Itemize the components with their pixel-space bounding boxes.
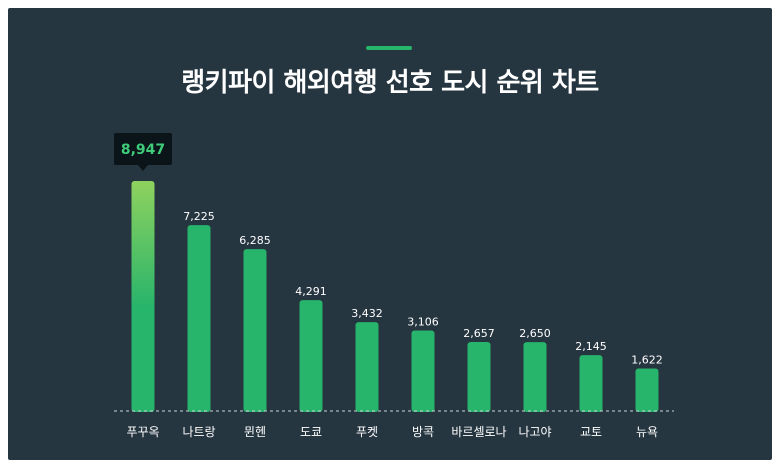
value-label-10: 1,622	[631, 353, 663, 366]
bar-chart: 푸꾸옥 7,225 나트랑 6,285 뮌헨 4,291 도쿄 3,432 푸켓 3,106 방콕 2…	[114, 133, 674, 439]
category-label-4: 도쿄	[300, 425, 322, 439]
bar-4	[299, 300, 323, 412]
bar-5	[355, 322, 379, 412]
category-label-7: 바르셀로나	[451, 425, 506, 439]
bar-6	[411, 330, 435, 412]
value-label-2: 7,225	[183, 210, 215, 223]
value-label-5: 3,432	[351, 307, 383, 320]
bar-8	[523, 342, 547, 412]
category-label-10: 뉴욕	[636, 425, 658, 439]
chart-panel: 랭키파이 해외여행 선호 도시 순위 차트 푸꾸옥 7,225 나트랑 6,285 뮌헨…	[8, 8, 772, 460]
bar-9	[579, 355, 603, 412]
bar-3	[243, 249, 267, 412]
highlight-callout-pointer	[138, 165, 148, 171]
value-label-3: 6,285	[239, 234, 271, 247]
category-label-1: 푸꾸옥	[126, 425, 159, 439]
category-label-8: 나고야	[518, 425, 551, 439]
value-label-9: 2,145	[575, 340, 607, 353]
bar-7	[467, 341, 491, 412]
highlight-callout-box	[114, 133, 172, 165]
highlight-callout-value: 8,947	[121, 142, 165, 158]
value-label-6: 3,106	[407, 316, 439, 329]
bar-10	[635, 368, 659, 412]
category-label-2: 나트랑	[182, 425, 215, 439]
bar-2	[187, 225, 211, 412]
category-label-6: 방콕	[412, 425, 434, 439]
chart-title: 랭키파이 해외여행 선호 도시 순위 차트	[181, 68, 599, 98]
category-label-9: 교토	[580, 425, 602, 439]
bar-1	[131, 181, 155, 412]
title-accent-bar	[366, 46, 412, 50]
category-label-5: 푸켓	[356, 425, 378, 439]
value-label-4: 4,291	[295, 285, 327, 298]
value-label-8: 2,650	[519, 327, 551, 340]
value-label-7: 2,657	[463, 327, 495, 340]
category-label-3: 뮌헨	[244, 425, 266, 439]
